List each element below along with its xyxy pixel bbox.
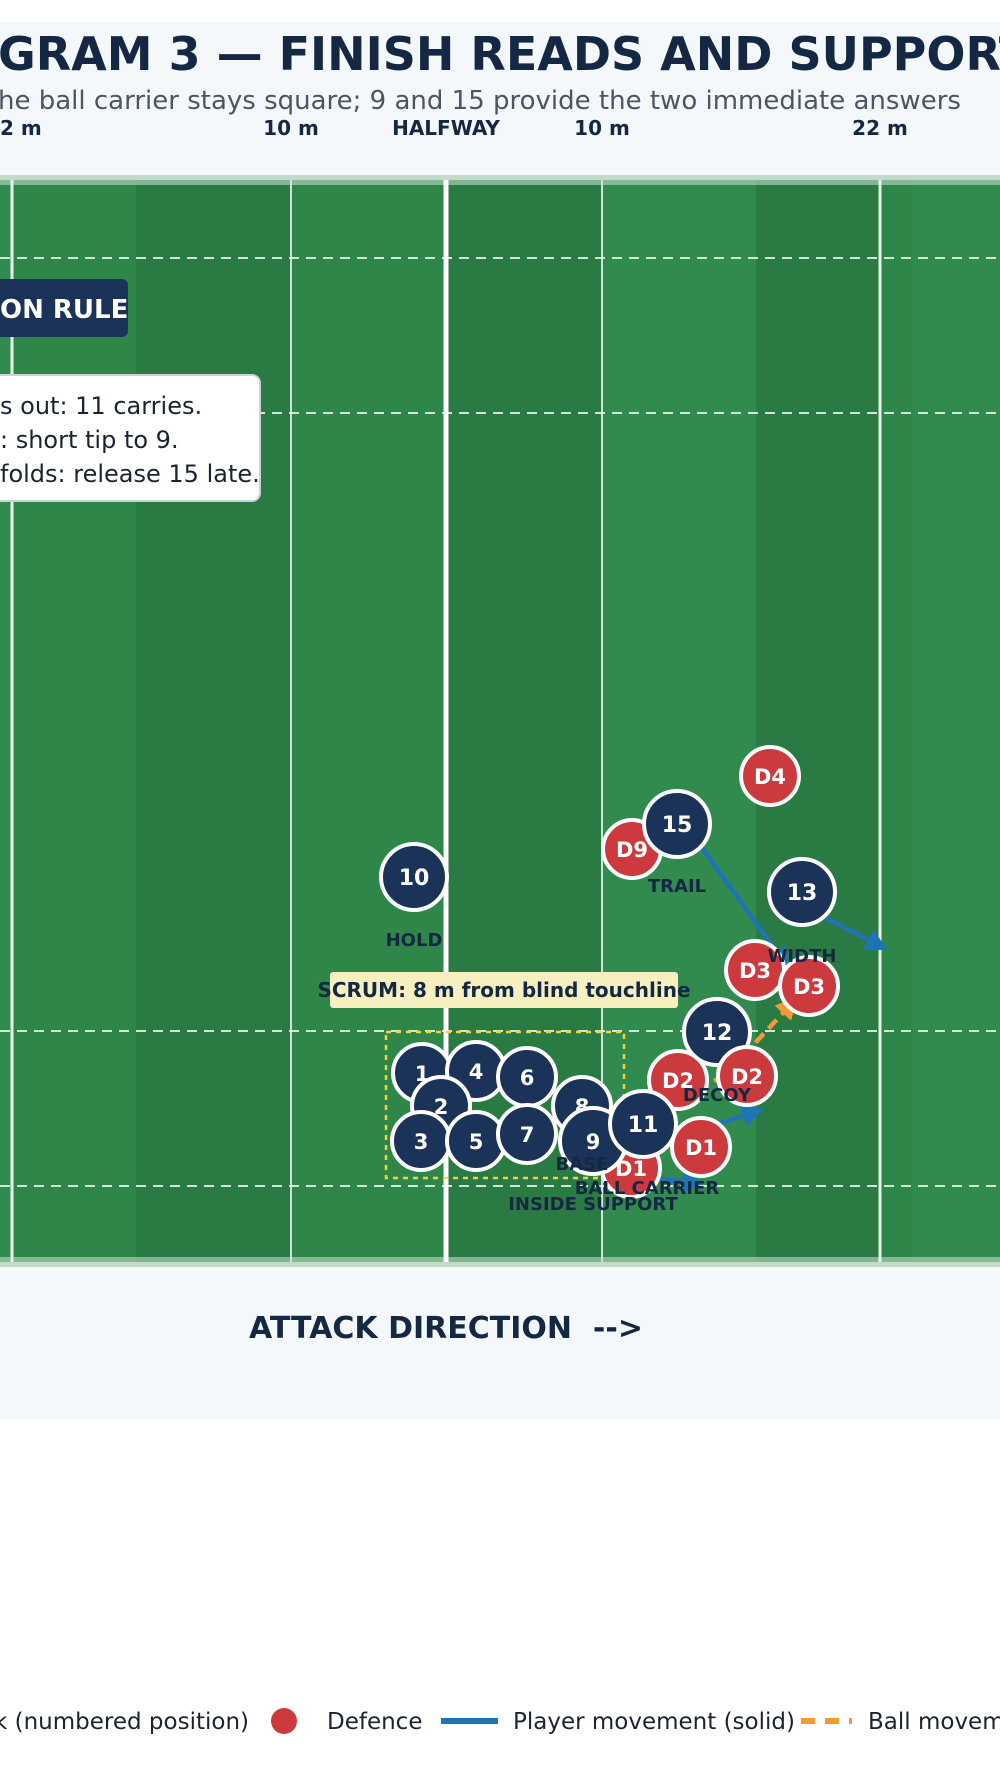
attack-player: 13 [767, 857, 837, 927]
diagram-subtitle: he ball carrier stays square; 9 and 15 p… [0, 86, 961, 116]
legend-label-attack: k (numbered position) [0, 1709, 249, 1735]
attack-player: 15 [642, 789, 712, 859]
svg-text:D2: D2 [662, 1069, 694, 1093]
role-label-width: WIDTH [768, 946, 837, 967]
line-label-22m-right: 22 m [852, 116, 908, 140]
pitch-band [756, 180, 880, 1262]
decision-rule-title: ON RULE [0, 295, 128, 325]
attack-player: 11 [608, 1089, 678, 1159]
defence-player: D3 [778, 955, 840, 1017]
players: D4 D9 15 10 13 D3 D3 D2 12 D2 1 4 6 2 8 … [379, 745, 840, 1199]
pitch-band [880, 180, 912, 1262]
pitch-band [912, 180, 1000, 1262]
svg-text:D1: D1 [685, 1136, 717, 1160]
role-label-inside-support: INSIDE SUPPORT [508, 1194, 678, 1215]
svg-text:13: 13 [787, 881, 818, 906]
decision-rule-badge [0, 279, 128, 337]
legend-swatch-defence [271, 1708, 297, 1734]
attack-player: 6 [496, 1046, 558, 1108]
legend: k (numbered position) Defence Player mov… [0, 1708, 1000, 1735]
pitch [0, 175, 1000, 1267]
decision-rule-line: : short tip to 9. [0, 426, 179, 454]
svg-text:4: 4 [469, 1060, 484, 1084]
svg-text:3: 3 [414, 1130, 429, 1154]
defence-player: D2 [647, 1049, 709, 1111]
legend-label-player-movement: Player movement (solid) [513, 1709, 795, 1735]
svg-text:D2: D2 [731, 1065, 763, 1089]
attack-player: 5 [445, 1110, 507, 1172]
svg-text:10: 10 [399, 866, 430, 891]
svg-text:5: 5 [469, 1130, 484, 1154]
pitch-band [136, 180, 291, 1262]
svg-text:D3: D3 [793, 975, 825, 999]
svg-text:11: 11 [628, 1113, 659, 1138]
svg-text:12: 12 [702, 1021, 733, 1046]
decision-rule-line: s out: 11 carries. [0, 392, 202, 420]
role-label-trail: TRAIL [648, 876, 706, 897]
svg-text:9: 9 [586, 1130, 601, 1154]
svg-text:7: 7 [520, 1123, 535, 1147]
decision-rule-panel: ON RULE s out: 11 carries. : short tip t… [0, 279, 261, 502]
attack-player: 10 [379, 842, 449, 912]
attack-direction-label: ATTACK DIRECTION --> [249, 1311, 643, 1346]
svg-text:15: 15 [662, 813, 693, 838]
diagram-title: GRAM 3 — FINISH READS AND SUPPORT [0, 27, 1000, 81]
role-label-hold: HOLD [386, 930, 443, 951]
defence-player: D2 [716, 1045, 778, 1107]
role-labels: HOLD TRAIL WIDTH DECOY BASE BALL CARRIER… [386, 876, 837, 1215]
line-label-10m-right: 10 m [574, 116, 630, 140]
decision-rule-box [0, 374, 261, 502]
role-label-decoy: DECOY [683, 1085, 752, 1106]
attack-player: 3 [390, 1110, 452, 1172]
scrum-label: SCRUM: 8 m from blind touchline [317, 978, 690, 1002]
player-movement-arrow [717, 1105, 765, 1127]
defence-player: D1 [670, 1116, 732, 1178]
player-movement-arrow [824, 916, 888, 951]
legend-label-ball-movement: Ball moveme [868, 1709, 1000, 1735]
svg-text:D9: D9 [616, 838, 648, 862]
line-label-22m-left: 2 m [0, 116, 42, 140]
scrum-label-box [330, 972, 678, 1008]
role-label-base: BASE [556, 1154, 609, 1175]
attack-player: 7 [496, 1103, 558, 1165]
line-label-10m-left: 10 m [263, 116, 319, 140]
svg-text:6: 6 [520, 1066, 535, 1090]
role-label-ball-carrier: BALL CARRIER [575, 1178, 720, 1199]
svg-text:D4: D4 [754, 765, 786, 789]
decision-rule-line: folds: release 15 late. [0, 460, 260, 488]
line-label-halfway: HALFWAY [392, 116, 500, 140]
pitch-band [12, 180, 136, 1262]
legend-label-defence: Defence [327, 1709, 422, 1735]
svg-text:D3: D3 [739, 959, 771, 983]
svg-text:2: 2 [434, 1095, 449, 1119]
defence-player: D4 [739, 745, 801, 807]
